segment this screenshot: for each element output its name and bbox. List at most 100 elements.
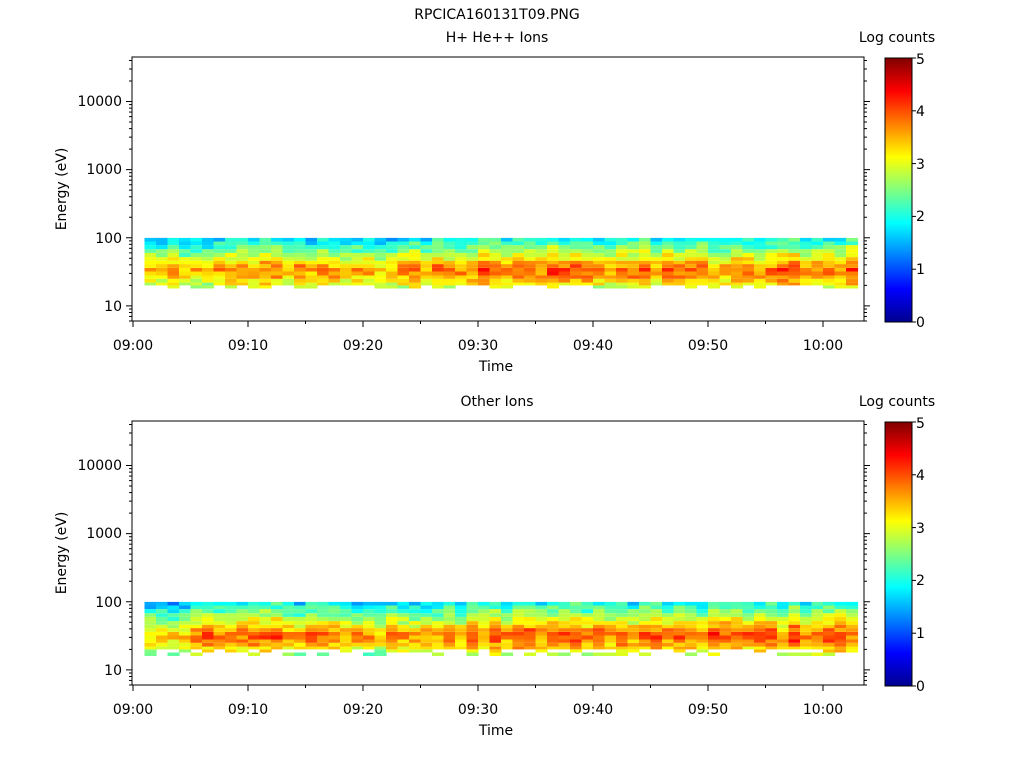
spectrogram-cell [696, 635, 709, 640]
spectrogram-cell [788, 260, 801, 265]
spectrogram-cell [662, 613, 675, 617]
spectrogram-cell [834, 632, 847, 636]
spectrogram-cell [558, 632, 571, 636]
spectrogram-cell [374, 652, 387, 656]
spectrogram-cell [179, 628, 192, 632]
spectrogram-cell [144, 245, 157, 250]
spectrogram-cell [213, 278, 226, 283]
x-axis-label: Time [478, 723, 513, 739]
spectrogram-cell [432, 237, 445, 242]
spectrogram-cell [627, 613, 640, 617]
spectrogram-cell [685, 616, 698, 622]
spectrogram-cell [478, 613, 491, 617]
spectrogram-cell [340, 249, 353, 253]
spectrogram-cell [248, 621, 261, 625]
spectrogram-cell [478, 621, 491, 625]
spectrogram-cell [788, 241, 801, 246]
spectrogram-cell [236, 639, 249, 643]
spectrogram-cell [455, 278, 468, 283]
spectrogram-cell [570, 271, 583, 276]
spectrogram-cell [282, 264, 295, 268]
spectrogram-cell [225, 646, 238, 650]
spectrogram-cell [627, 628, 640, 632]
spectrogram-cell [754, 601, 767, 606]
spectrogram-cell [156, 628, 169, 632]
spectrogram-cell [202, 605, 215, 610]
spectrogram-cell [294, 282, 307, 286]
spectrogram-cell [524, 257, 537, 261]
spectrogram-cell [512, 605, 525, 610]
spectrogram-cell [719, 245, 732, 250]
spectrogram-cell [489, 628, 502, 632]
spectrogram-cell [225, 237, 238, 242]
spectrogram-cell [225, 249, 238, 253]
spectrogram-cell [685, 260, 698, 265]
spectrogram-cell [202, 252, 215, 258]
spectrogram-cell [374, 601, 387, 606]
spectrogram-cell [282, 605, 295, 610]
spectrogram-cell [225, 285, 238, 289]
spectrogram-cell [639, 601, 652, 606]
spectrogram-cell [489, 264, 502, 268]
spectrogram-cell [765, 613, 778, 617]
spectrogram-cell [823, 624, 836, 629]
spectrogram-cell [317, 628, 330, 632]
spectrogram-cell [443, 616, 456, 622]
spectrogram-cell [662, 249, 675, 253]
spectrogram-cell [386, 628, 399, 632]
spectrogram-cell [478, 249, 491, 253]
spectrogram-cell [478, 275, 491, 279]
spectrogram-cell [558, 257, 571, 261]
spectrogram-cell [834, 275, 847, 279]
spectrogram-cell [305, 616, 318, 622]
spectrogram-cell [777, 624, 790, 629]
spectrogram-cell [524, 624, 537, 629]
spectrogram-cell [731, 275, 744, 279]
spectrogram-cell [581, 621, 594, 625]
spectrogram-cell [466, 632, 479, 636]
spectrogram-cell [466, 646, 479, 650]
spectrogram-cell [443, 268, 456, 272]
spectrogram-cell [846, 628, 859, 632]
spectrogram-cell [685, 605, 698, 610]
spectrogram-cell [455, 646, 468, 650]
spectrogram-cell [236, 624, 249, 629]
spectrogram-cell [259, 252, 272, 258]
spectrogram-cell [570, 635, 583, 640]
spectrogram-cell [639, 278, 652, 283]
colorbar-tick-label: 5 [916, 52, 925, 68]
spectrogram-cell [788, 268, 801, 272]
spectrogram-cell [788, 628, 801, 632]
spectrogram-cell [639, 646, 652, 650]
spectrogram-cell [190, 624, 203, 629]
spectrogram-cell [731, 282, 744, 286]
spectrogram-cell [409, 646, 422, 650]
spectrogram-cell [190, 241, 203, 246]
spectrogram-cell [512, 249, 525, 253]
spectrogram-cell [788, 605, 801, 610]
spectrogram-cell [765, 268, 778, 272]
spectrogram-cell [823, 639, 836, 643]
spectrogram-cell [190, 639, 203, 643]
spectrogram-cell [524, 601, 537, 606]
spectrogram-cell [443, 271, 456, 276]
spectrogram-cell [731, 613, 744, 617]
spectrogram-cell [696, 639, 709, 643]
spectrogram-cell [420, 635, 433, 640]
spectrogram-cell [570, 639, 583, 643]
spectrogram-cell [558, 621, 571, 625]
spectrogram-cell [317, 621, 330, 625]
spectrogram-cell [248, 605, 261, 610]
spectrogram-cell [742, 613, 755, 617]
spectrogram-cell [650, 646, 663, 650]
spectrogram-cell [363, 652, 376, 656]
spectrogram-cell [616, 249, 629, 253]
spectrogram-cell [271, 271, 284, 276]
spectrogram-cell [823, 616, 836, 622]
spectrogram-cell [397, 271, 410, 276]
spectrogram-cell [167, 652, 180, 656]
spectrogram-cell [190, 635, 203, 640]
spectrogram-cell [328, 241, 341, 246]
spectrogram-cell [616, 264, 629, 268]
spectrogram-cell [581, 268, 594, 272]
